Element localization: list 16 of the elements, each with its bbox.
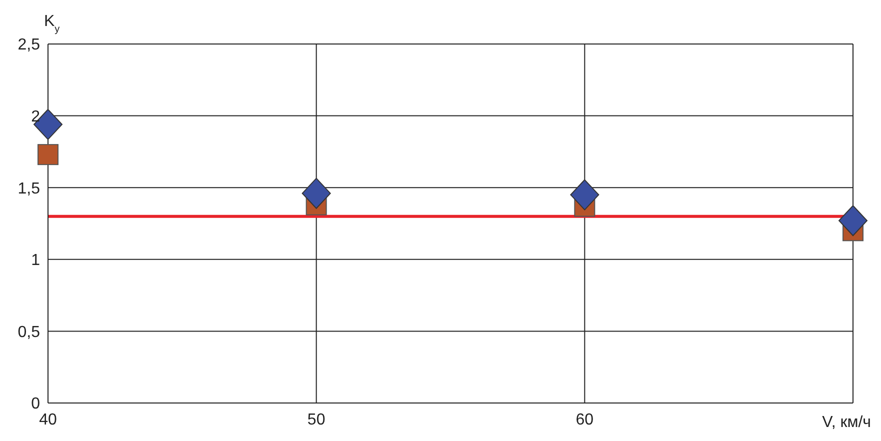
y-tick-label: 1: [31, 252, 40, 270]
x-tick-label: 60: [576, 411, 594, 428]
y-tick-label: 2: [31, 108, 40, 126]
point: [34, 108, 62, 140]
y-tick-label: 2,5: [18, 36, 40, 54]
x-tick-label: 40: [39, 411, 57, 428]
point: [838, 205, 868, 236]
y-tick-label: 0: [31, 396, 40, 413]
point: [302, 178, 331, 209]
point: [570, 179, 600, 210]
y-tick-label: 1,5: [18, 180, 40, 198]
y-tick-label: 0,5: [18, 324, 40, 341]
x-axis-title: V, км/ч: [822, 414, 871, 431]
x-tick-label: 50: [307, 411, 326, 428]
y-axis-title: K$_{у}$: [44, 13, 60, 34]
point: [38, 144, 58, 166]
